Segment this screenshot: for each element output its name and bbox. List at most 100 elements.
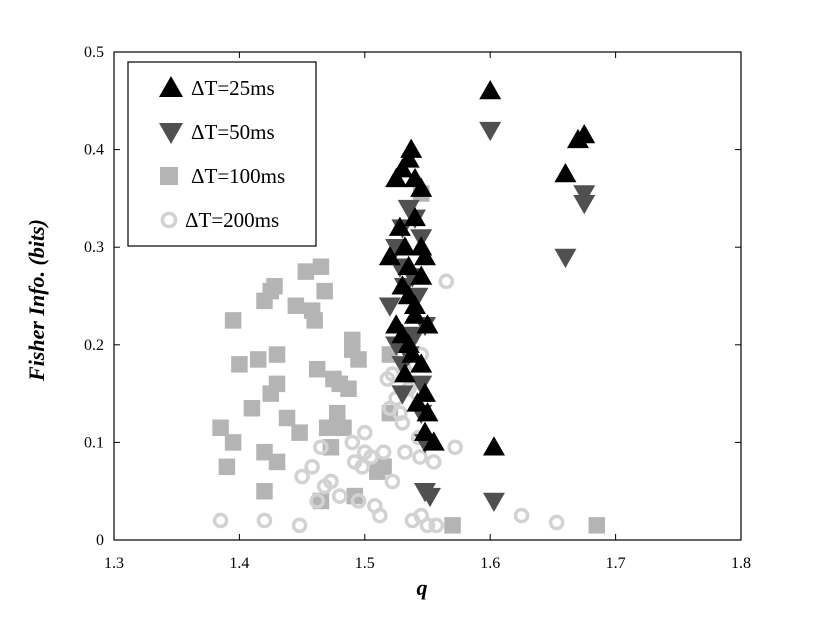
data-point [294, 468, 310, 485]
data-point [268, 346, 286, 363]
data-point [400, 138, 423, 158]
data-point [218, 458, 236, 476]
data-point [328, 404, 346, 422]
data-point [447, 439, 463, 456]
data-point [397, 199, 420, 220]
data-point [406, 392, 429, 412]
series-3-points [212, 273, 565, 534]
data-point [357, 424, 373, 441]
legend-marker [159, 76, 183, 97]
data-point [479, 121, 502, 142]
data-point [350, 493, 367, 509]
data-point [513, 507, 530, 524]
data-point [588, 517, 606, 534]
data-point [278, 409, 296, 427]
data-point [363, 449, 379, 465]
data-point [397, 444, 413, 460]
data-point [340, 380, 357, 397]
x-tick-label: 1.3 [104, 555, 124, 572]
x-tick-label: 1.5 [355, 555, 375, 572]
data-point [444, 517, 461, 534]
data-point [413, 245, 436, 266]
legend-label: ΔT=25ms [191, 76, 275, 100]
data-point [335, 419, 352, 437]
data-point [554, 163, 577, 183]
legend-marker [160, 211, 178, 229]
data-point [410, 375, 433, 395]
data-point [375, 444, 392, 460]
data-point [291, 424, 308, 441]
data-point [378, 297, 401, 317]
data-point [425, 454, 442, 470]
y-tick-label: 0 [96, 532, 104, 549]
data-point [554, 248, 577, 268]
legend-marker [159, 123, 183, 144]
data-point [401, 343, 424, 363]
y-tick-label: 0.4 [84, 142, 104, 159]
data-point [212, 419, 229, 437]
data-point [268, 453, 286, 471]
y-tick-label: 0.3 [84, 239, 104, 256]
data-point [413, 421, 436, 441]
data-point [422, 431, 445, 451]
data-point [266, 277, 283, 295]
data-point [309, 493, 325, 509]
data-point [287, 297, 305, 315]
data-point [566, 128, 589, 149]
y-tick-label: 0.2 [84, 337, 104, 354]
data-point [385, 167, 408, 188]
data-point [375, 458, 392, 476]
data-point [393, 236, 416, 256]
data-point [344, 434, 361, 451]
series-0-points [378, 80, 596, 456]
y-tick-label: 0.5 [84, 44, 104, 61]
data-point [313, 439, 329, 456]
data-point [306, 312, 323, 329]
data-point [256, 482, 273, 500]
data-point [256, 443, 273, 461]
data-point [397, 148, 420, 168]
data-point [548, 514, 565, 531]
data-point [291, 517, 308, 534]
x-tick-label: 1.6 [480, 555, 500, 572]
x-tick-label: 1.4 [229, 555, 249, 572]
data-marks [212, 80, 606, 534]
series-2-points [212, 185, 606, 534]
data-point [316, 282, 333, 300]
y-tick-label: 0.1 [84, 434, 104, 451]
legend-label: ΔT=200ms [185, 208, 279, 232]
data-point [331, 488, 348, 504]
data-point [256, 512, 273, 529]
data-point [388, 216, 411, 236]
data-point [224, 434, 242, 451]
y-axis-title: Fisher Info. (bits) [24, 219, 49, 382]
legend-label: ΔT=100ms [191, 164, 285, 188]
data-point [479, 80, 502, 100]
data-point [391, 158, 414, 178]
data-point [403, 294, 426, 315]
data-point [312, 492, 330, 510]
data-point [308, 360, 326, 378]
data-point [372, 507, 388, 524]
data-point [428, 517, 445, 534]
x-tick-label: 1.8 [731, 555, 751, 572]
data-point [438, 273, 455, 290]
data-point [231, 356, 248, 373]
data-point [354, 459, 371, 475]
x-tick-label: 1.7 [606, 555, 626, 572]
data-point [212, 512, 229, 529]
data-point [412, 449, 428, 465]
data-point [410, 353, 433, 373]
data-point [482, 492, 505, 512]
data-point [350, 351, 367, 368]
legend-label: ΔT=50ms [191, 120, 275, 144]
data-point [297, 263, 315, 280]
x-axis-title: q [417, 575, 428, 600]
data-point [243, 399, 261, 417]
data-point [482, 436, 505, 456]
data-point [410, 177, 433, 197]
data-point [391, 385, 414, 405]
legend: ΔT=25ms ΔT=50ms ΔT=100ms ΔT=200ms [127, 61, 317, 247]
data-point [573, 185, 596, 205]
